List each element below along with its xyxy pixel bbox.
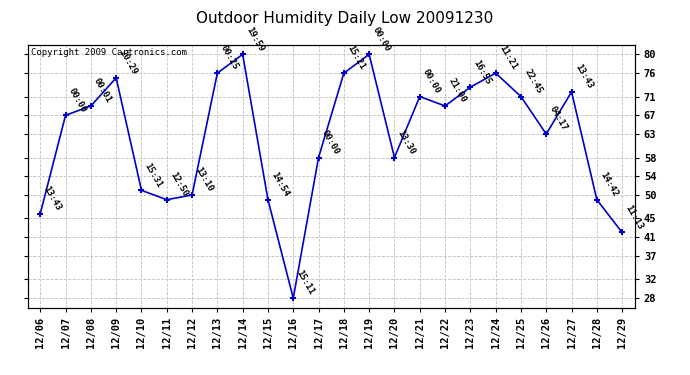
Text: 15:11: 15:11 [295,269,316,297]
Text: 16:55: 16:55 [472,58,493,86]
Text: 21:00: 21:00 [446,77,468,105]
Text: 11:13: 11:13 [624,203,644,231]
Text: 15:21: 15:21 [345,44,366,72]
Text: 22:45: 22:45 [522,68,544,95]
Text: 00:00: 00:00 [371,25,392,53]
Text: 13:30: 13:30 [396,128,417,156]
Text: 20:29: 20:29 [117,49,139,76]
Text: Copyright 2009 Cartronics.com: Copyright 2009 Cartronics.com [30,48,186,57]
Text: 00:25: 00:25 [219,44,240,72]
Text: 00:00: 00:00 [421,68,442,95]
Text: 12:50: 12:50 [168,171,189,198]
Text: 15:31: 15:31 [143,161,164,189]
Text: 00:01: 00:01 [92,77,113,105]
Text: 14:42: 14:42 [598,171,620,198]
Text: 13:10: 13:10 [193,166,215,194]
Text: 14:54: 14:54 [269,171,290,198]
Text: 11:21: 11:21 [497,44,518,72]
Text: 00:00: 00:00 [320,128,341,156]
Text: Outdoor Humidity Daily Low 20091230: Outdoor Humidity Daily Low 20091230 [197,11,493,26]
Text: 19:59: 19:59 [244,25,265,53]
Text: 00:00: 00:00 [67,86,88,114]
Text: 13:43: 13:43 [573,63,594,90]
Text: 13:43: 13:43 [41,184,63,212]
Text: 04:17: 04:17 [548,105,569,133]
